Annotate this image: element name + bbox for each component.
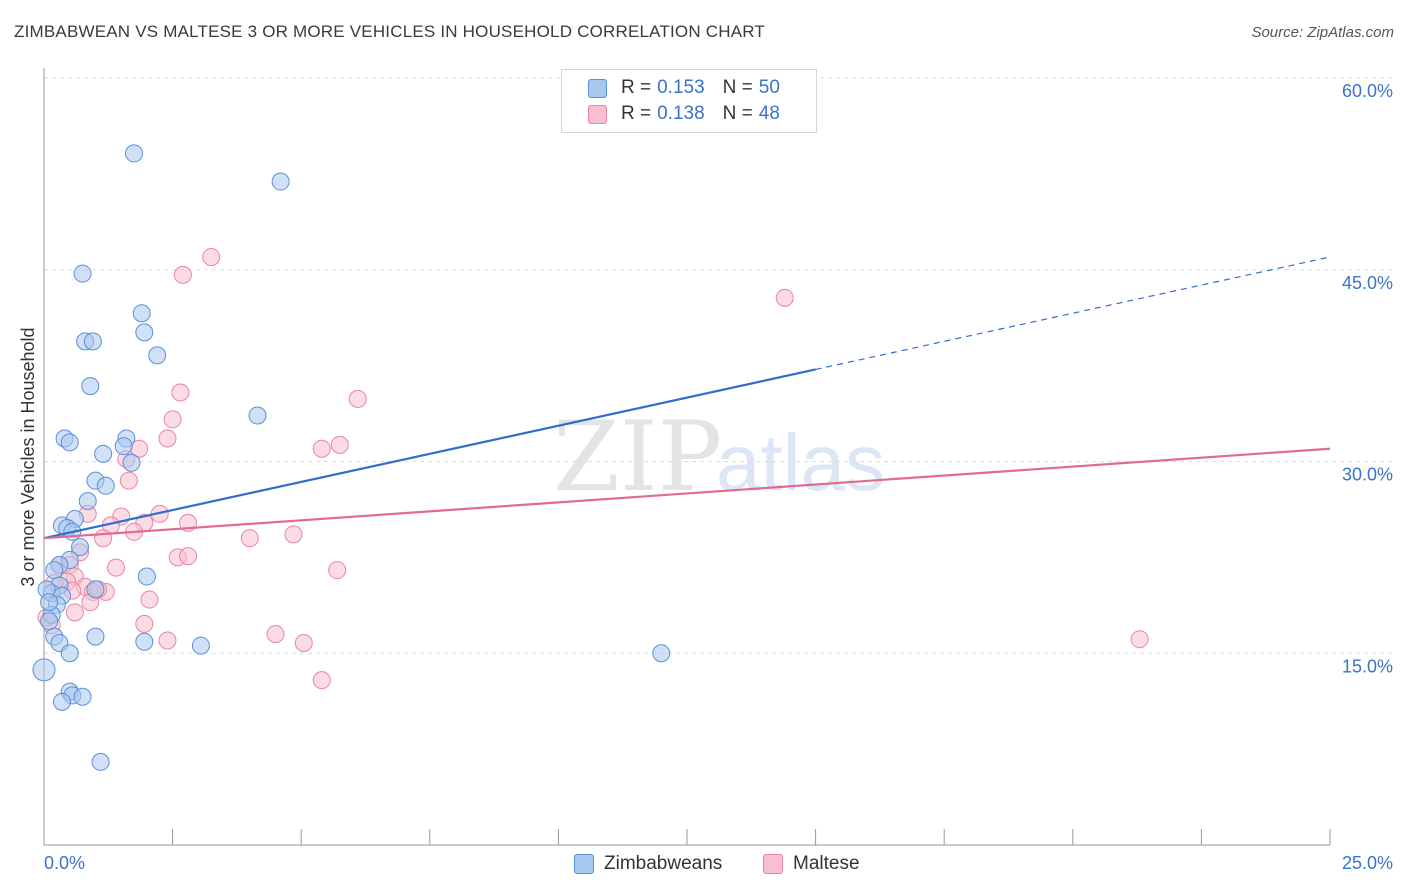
zimbabweans-point <box>191 636 210 655</box>
y-tick-labels: 15.0% 30.0% 45.0% 60.0% <box>1342 81 1393 676</box>
maltese-point <box>328 561 347 580</box>
chart-title: ZIMBABWEAN VS MALTESE 3 OR MORE VEHICLES… <box>14 22 765 41</box>
zimbabweans-trendline-extension <box>815 256 1331 371</box>
x-tick-label-min: 0.0% <box>44 853 85 873</box>
zimbabweans-point <box>137 567 156 586</box>
zimbabweans-point <box>78 492 97 511</box>
maltese-point <box>330 435 349 454</box>
zimbabweans-point <box>40 593 59 612</box>
zimbabweans-point <box>122 453 141 472</box>
gridlines <box>44 77 1394 654</box>
legend-r-value: 0.153 <box>657 77 705 98</box>
maltese-point <box>1130 630 1149 649</box>
x-tick-label-max: 25.0% <box>1342 853 1393 873</box>
bottom-legend-zimbabweans: Zimbabweans <box>574 851 722 877</box>
maltese-point <box>312 671 331 690</box>
legend-n-value: 50 <box>758 77 780 98</box>
zimbabweans-point <box>114 437 133 456</box>
zimbabweans-point <box>94 444 113 463</box>
zimbabweans-point <box>86 627 105 646</box>
y-axis-label: 3 or more Vehicles in Household <box>18 327 38 586</box>
legend-swatch-blue <box>588 78 607 98</box>
legend-r-label: R = <box>621 77 652 98</box>
zimbabweans-point <box>135 323 154 342</box>
maltese-point <box>171 383 190 402</box>
bottom-legend-swatch-pink <box>763 854 783 874</box>
zimbabweans-point <box>148 346 167 365</box>
zimbabweans-point <box>60 433 79 452</box>
zimbabweans-point <box>71 538 90 557</box>
zimbabweans-trendline <box>43 368 816 540</box>
maltese-point <box>158 631 177 650</box>
zimbabweans-point <box>248 406 267 425</box>
maltese-point <box>202 247 221 266</box>
maltese-point <box>348 389 367 408</box>
zimbabweans-point <box>135 632 154 651</box>
zimbabweans-point <box>45 561 64 580</box>
zimbabweans-point <box>32 658 56 682</box>
legend-row-zimbabweans: R = 0.153 N = 50 <box>588 76 780 100</box>
zimbabweans-point <box>91 752 110 771</box>
maltese-point <box>107 558 126 577</box>
y-tick-label: 15.0% <box>1342 656 1393 676</box>
legend-n-value: 48 <box>758 103 780 124</box>
zimbabweans-point <box>96 476 115 495</box>
legend-r-label: R = <box>621 103 652 124</box>
legend-n-label: N = <box>722 103 753 124</box>
y-tick-label: 60.0% <box>1342 81 1393 101</box>
maltese-point <box>94 529 113 548</box>
zimbabweans-point <box>132 304 151 323</box>
legend-swatch-pink <box>588 104 607 124</box>
maltese-point <box>65 603 84 622</box>
maltese-point <box>179 547 198 566</box>
bottom-legend-label: Maltese <box>793 853 860 874</box>
maltese-point <box>163 410 182 429</box>
maltese-point <box>173 265 192 284</box>
maltese-point <box>775 288 794 307</box>
correlation-legend: R = 0.153 N = 50 R = 0.138 N = 48 <box>561 69 817 133</box>
zimbabweans-point <box>40 612 59 631</box>
bottom-legend-maltese: Maltese <box>763 851 860 877</box>
zimbabweans-point <box>53 692 72 711</box>
zimbabweans-point <box>73 264 92 283</box>
maltese-point <box>266 625 285 644</box>
y-tick-label: 45.0% <box>1342 273 1393 293</box>
legend-r-value: 0.138 <box>657 103 705 124</box>
zimbabweans-point <box>81 377 100 396</box>
maltese-point <box>135 614 154 633</box>
maltese-point <box>284 525 303 544</box>
zimbabweans-point <box>86 580 105 599</box>
maltese-trendline <box>43 447 1331 540</box>
x-ticks <box>172 829 1331 845</box>
zimbabweans-point <box>83 332 102 351</box>
x-tick-labels: 0.0% 25.0% <box>44 853 1393 873</box>
maltese-point <box>140 590 159 609</box>
maltese-point <box>158 429 177 448</box>
zimbabweans-point <box>125 144 144 163</box>
zimbabweans-point <box>271 172 290 191</box>
watermark: ZIP atlas <box>553 401 885 513</box>
legend-row-maltese: R = 0.138 N = 48 <box>588 102 780 126</box>
maltese-point <box>240 529 259 548</box>
zimbabweans-point <box>60 644 79 663</box>
zimbabweans-point <box>652 644 671 663</box>
zimbabweans-points <box>32 144 671 771</box>
zimbabweans-point <box>73 687 92 706</box>
bottom-legend-swatch-blue <box>574 854 594 874</box>
maltese-point <box>294 634 313 653</box>
maltese-point <box>119 471 138 490</box>
trendlines <box>43 256 1331 540</box>
watermark-atlas: atlas <box>716 418 885 507</box>
legend-n-label: N = <box>722 77 753 98</box>
maltese-point <box>312 439 331 458</box>
bottom-legend-label: Zimbabweans <box>604 853 723 874</box>
y-tick-label: 30.0% <box>1342 465 1393 485</box>
source-label: Source: ZipAtlas.com <box>1251 24 1394 41</box>
